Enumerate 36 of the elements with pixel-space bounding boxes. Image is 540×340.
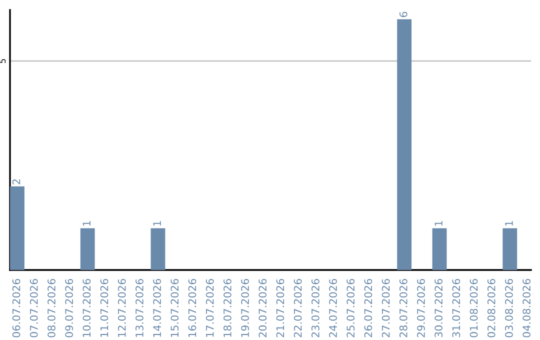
x-tick-label: 01.08.2026 bbox=[470, 278, 478, 338]
data-label: 1 bbox=[505, 221, 513, 226]
x-tick-label: 14.07.2026 bbox=[153, 278, 161, 337]
x-tick-label: 20.07.2026 bbox=[258, 278, 267, 338]
x-tick-label: 08.07.2026 bbox=[48, 278, 56, 338]
x-tick-label: 15.07.2026 bbox=[170, 278, 179, 337]
x-tick-label: 23.07.2026 bbox=[311, 278, 320, 338]
x-tick-label: 28.07.2026 bbox=[399, 278, 408, 338]
x-tick-label: 06.07.2026 bbox=[12, 278, 20, 338]
x-tick-label: 17.07.2026 bbox=[206, 278, 214, 337]
x-tick-label: 12.07.2026 bbox=[118, 278, 126, 337]
x-tick-label: 27.07.2026 bbox=[382, 278, 390, 338]
x-tick-label: 13.07.2026 bbox=[136, 278, 144, 337]
x-tick-label: 30.07.2026 bbox=[434, 278, 443, 338]
x-tick-label: 22.07.2026 bbox=[294, 278, 302, 338]
x-tick-label: 11.07.2026 bbox=[100, 278, 108, 337]
data-label: 1 bbox=[434, 221, 442, 226]
x-tick-label: 03.08.2026 bbox=[505, 278, 513, 338]
x-tick-label: 18.07.2026 bbox=[224, 278, 232, 337]
x-tick-label: 21.07.2026 bbox=[276, 278, 284, 338]
x-tick-label: 04.08.2026 bbox=[522, 278, 531, 338]
x-tick-label: 19.07.2026 bbox=[241, 278, 249, 337]
x-tick-label: 24.07.2026 bbox=[329, 278, 337, 338]
x-tick-label: 25.07.2026 bbox=[346, 278, 355, 338]
x-tick-label: 07.07.2026 bbox=[30, 278, 38, 338]
x-tick-label: 10.07.2026 bbox=[82, 278, 91, 337]
data-label: 6 bbox=[399, 12, 408, 18]
data-label: 2 bbox=[12, 179, 20, 184]
x-tick-label: 31.07.2026 bbox=[452, 278, 460, 338]
x-tick-label: 29.07.2026 bbox=[417, 278, 425, 338]
data-label: 1 bbox=[153, 221, 161, 226]
x-tick-label: 02.08.2026 bbox=[487, 278, 496, 338]
x-tick-label: 26.07.2026 bbox=[364, 278, 372, 338]
data-label: 1 bbox=[82, 221, 90, 226]
x-tick-label: 16.07.2026 bbox=[188, 278, 196, 337]
x-tick-label: 09.07.2026 bbox=[65, 278, 74, 338]
